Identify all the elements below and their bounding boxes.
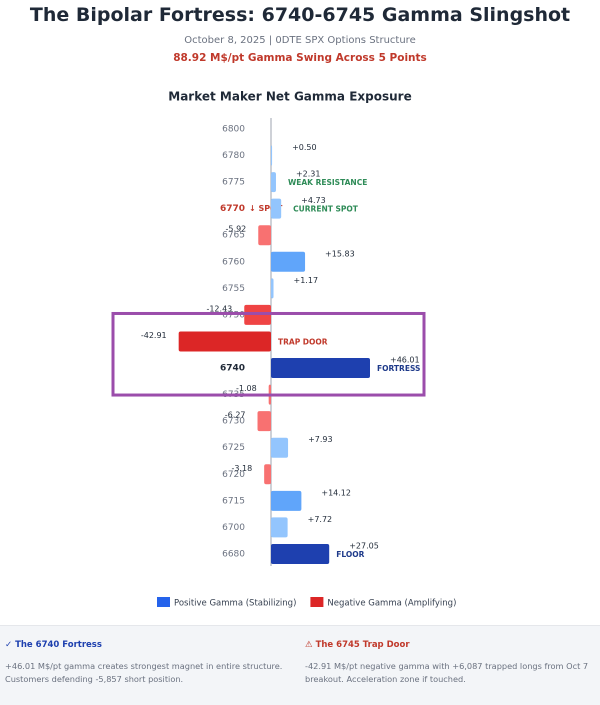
legend-label: Positive Gamma (Stabilizing) [174,599,296,609]
bar [271,490,302,511]
chart-title: Market Maker Net Gamma Exposure [168,90,411,104]
value-label: +7.93 [308,435,333,444]
bar [271,172,276,193]
annotation: FLOOR [336,550,364,559]
value-label: -1.08 [236,384,257,393]
value-label: +27.05 [349,541,379,550]
card: ⚠ The 6745 Trap Door -42.91 M$/pt negati… [300,626,600,705]
annotation: FORTRESS [377,364,420,373]
card-body: +46.01 M$/pt gamma creates strongest mag… [5,661,283,684]
y-tick-label: 6725 [222,443,245,453]
value-label: -42.91 [141,331,167,340]
value-label: -6.27 [225,411,246,420]
y-tick-label: 6770 [220,204,245,214]
spot-marker: ↓ SPOT [249,204,283,213]
bar [271,198,282,219]
y-tick-label: 6740 [220,364,245,374]
bar [271,437,289,458]
legend-swatch [310,597,324,607]
value-label: +1.17 [294,276,319,285]
annotation: TRAP DOOR [278,337,328,346]
highlight-box [111,311,426,397]
value-label: -3.18 [231,464,252,473]
legend-label: Negative Gamma (Amplifying) [327,599,456,609]
y-tick-label: 6730 [222,417,245,427]
y-tick-label: 6680 [222,549,245,559]
value-label: -5.92 [226,225,247,234]
y-tick-label: 6750 [222,310,245,320]
card-title: ✓ The 6740 Fortress [5,640,102,650]
y-tick-label: 6780 [222,151,245,161]
y-tick-label: 6760 [222,257,245,267]
bar [271,145,273,166]
annotation: WEAK RESISTANCE [288,178,367,187]
y-tick-label: 6755 [222,284,245,294]
value-label: +46.01 [390,356,420,365]
value-label: +4.73 [301,196,326,205]
legend-swatch [157,597,170,607]
bar [258,225,271,246]
card-title: ⚠ The 6745 Trap Door [305,640,410,650]
y-tick-label: 6765 [222,231,245,241]
bar [271,543,330,564]
page-title: The Bipolar Fortress: 6740-6745 Gamma Sl… [29,4,571,26]
card-body: -42.91 M$/pt negative gamma with +6,087 … [305,661,589,684]
bar [257,411,271,432]
value-label: +15.83 [325,249,355,258]
card: ✓ The 6740 Fortress +46.01 M$/pt gamma c… [0,626,300,705]
value-label: +14.12 [321,488,351,497]
subtitle: October 8, 2025 | 0DTE SPX Options Struc… [184,35,416,46]
value-label: +7.72 [308,515,333,524]
y-tick-label: 6715 [222,496,245,506]
bar [178,331,271,352]
bar [271,517,288,538]
footer: ✓ The 6740 Fortress +46.01 M$/pt gamma c… [0,625,600,705]
y-tick-label: 6720 [222,470,245,480]
value-label: -12.43 [206,304,232,313]
value-label: +2.31 [296,170,321,179]
value-label: +0.50 [292,143,317,152]
annotation: CURRENT SPOT [293,205,359,214]
bar [271,251,306,272]
highlight: 88.92 M$/pt Gamma Swing Across 5 Points [173,52,427,64]
y-tick-label: 6700 [222,523,245,533]
y-tick-label: 6800 [222,125,245,135]
chart: Market Maker Net Gamma Exposure 6800 6780… [111,90,456,609]
y-tick-label: 6775 [222,178,245,188]
bar [264,464,271,485]
bar [271,358,370,379]
bar [271,278,274,299]
